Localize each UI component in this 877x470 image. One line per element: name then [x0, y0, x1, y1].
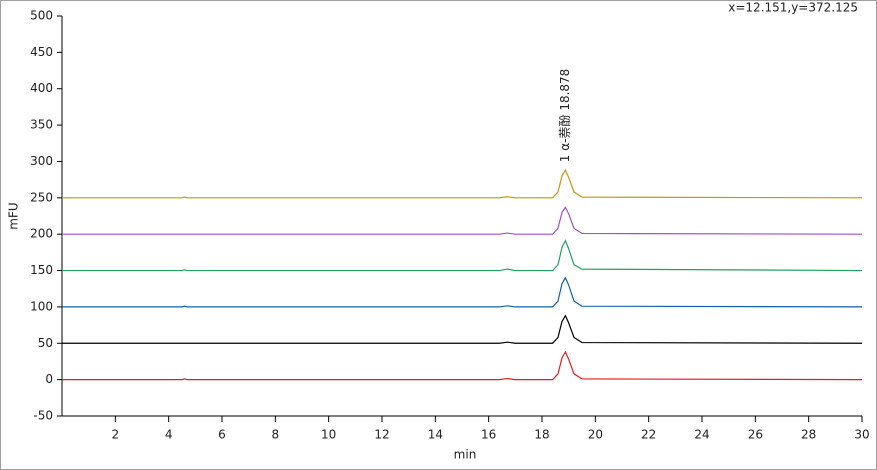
x-tick-label: 20	[588, 428, 603, 442]
x-tick-label: 16	[481, 428, 496, 442]
y-tick-label: 200	[30, 227, 53, 241]
y-tick-label: 450	[30, 45, 53, 59]
y-tick-label: 0	[45, 372, 53, 386]
trace	[62, 276, 863, 308]
x-tick-label: 4	[165, 428, 173, 442]
x-tick-label: 14	[428, 428, 443, 442]
x-tick-label: 18	[534, 428, 549, 442]
x-tick-label: 28	[801, 428, 816, 442]
y-tick-label: 500	[30, 9, 53, 23]
y-tick-label: 100	[30, 299, 53, 313]
y-tick-label: 50	[38, 336, 53, 350]
trace	[62, 239, 863, 272]
trace	[62, 314, 863, 344]
x-tick-label: 22	[641, 428, 656, 442]
x-tick-label: 8	[272, 428, 280, 442]
y-tick-label: 150	[30, 263, 53, 277]
x-tick-label: 6	[218, 428, 226, 442]
x-tick-label: 10	[321, 428, 336, 442]
y-axis-label: mFU	[7, 202, 21, 229]
x-tick-label: 24	[694, 428, 709, 442]
x-tick-label: 12	[374, 428, 389, 442]
x-tick-label: 26	[748, 428, 763, 442]
y-tick-label: 350	[30, 118, 53, 132]
x-tick-label: 2	[112, 428, 120, 442]
y-tick-label: -50	[33, 409, 53, 423]
trace	[62, 350, 863, 381]
x-tick-label: 30	[854, 428, 869, 442]
trace	[62, 168, 863, 199]
cursor-readout: x=12.151,y=372.125	[728, 1, 858, 15]
x-axis-label: min	[454, 448, 477, 462]
trace	[62, 206, 863, 235]
peak-annotation: 1 α-萘酚 18.878	[558, 69, 572, 163]
y-tick-label: 300	[30, 154, 53, 168]
y-tick-label: 250	[30, 190, 53, 204]
y-tick-label: 400	[30, 81, 53, 95]
